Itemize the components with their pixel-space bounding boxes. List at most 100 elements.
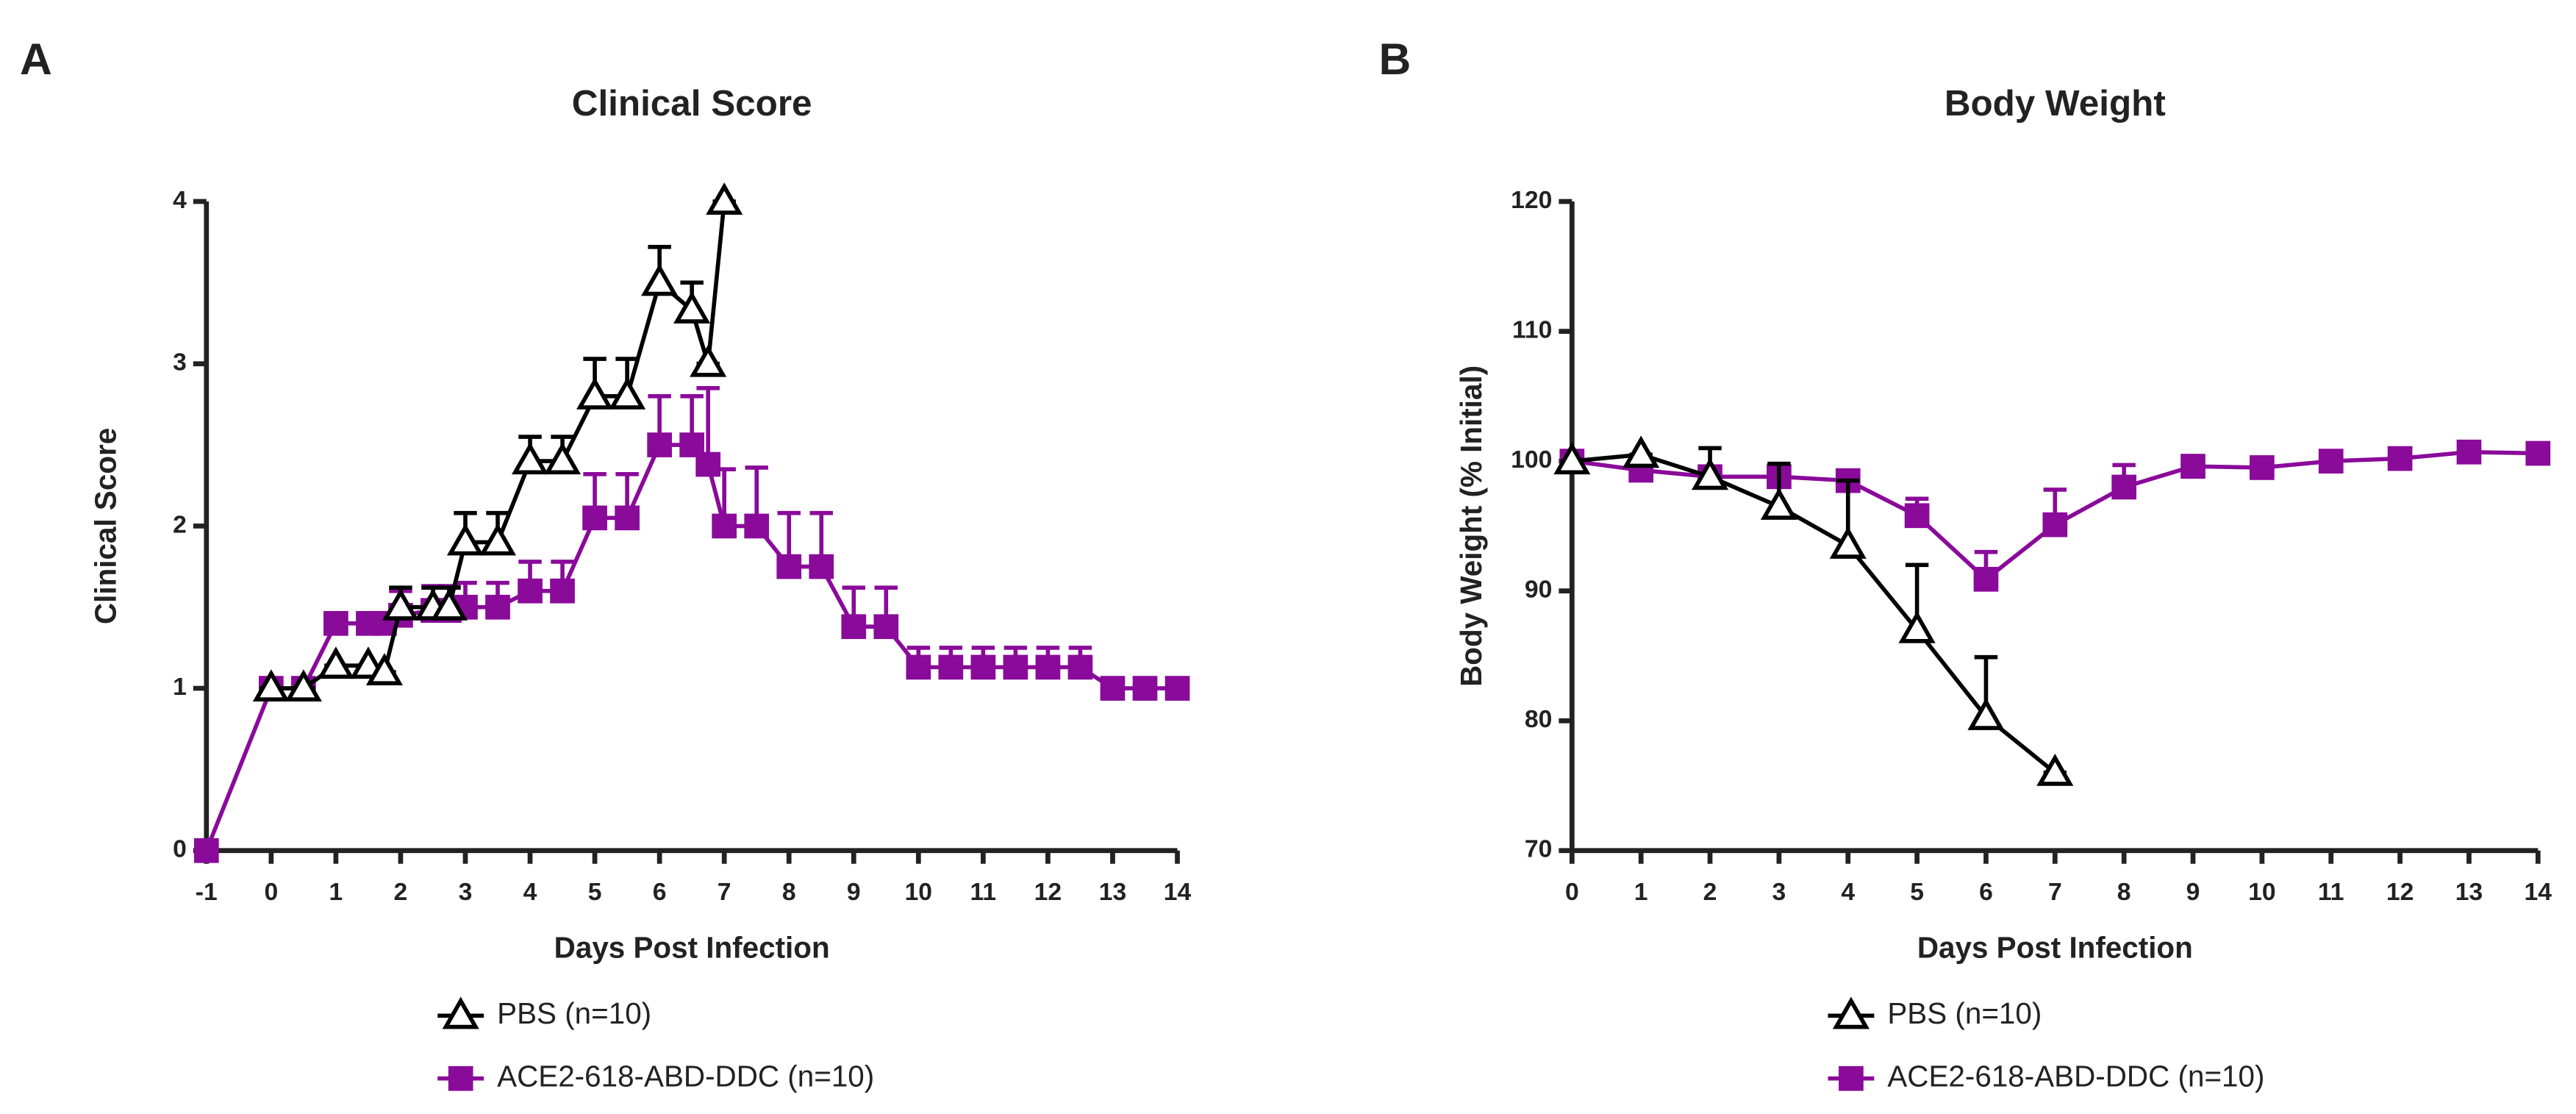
legend-marker: [1839, 1065, 1864, 1091]
marker: [193, 838, 219, 863]
x-tick-label: 4: [1841, 879, 1855, 906]
marker: [873, 614, 899, 640]
marker: [776, 554, 802, 579]
legend-marker: [448, 1065, 473, 1091]
y-tick-label: 1: [173, 674, 187, 701]
marker: [511, 442, 549, 475]
marker: [1035, 654, 1061, 680]
x-tick-label: 0: [264, 879, 278, 906]
legend-marker: [1832, 996, 1870, 1029]
marker: [252, 669, 290, 702]
marker: [712, 513, 737, 539]
series: [1553, 435, 2074, 786]
x-tick-label: 14: [2525, 879, 2552, 906]
marker: [1904, 503, 1930, 529]
marker: [744, 513, 770, 539]
marker: [544, 442, 582, 475]
legend-label: PBS (n=10): [1887, 996, 2042, 1030]
marker: [2387, 446, 2413, 471]
x-tick-label: 10: [2248, 879, 2275, 906]
y-tick-label: 80: [1525, 706, 1552, 733]
y-tick-label: 70: [1525, 836, 1552, 863]
x-tick-label: 14: [1164, 879, 1192, 906]
x-tick-label: 8: [782, 879, 796, 906]
x-tick-label: 10: [905, 879, 932, 906]
marker: [970, 654, 996, 680]
x-tick-label: 5: [588, 879, 602, 906]
marker: [382, 588, 419, 621]
series: [193, 385, 1190, 863]
marker: [841, 614, 867, 640]
x-tick-label: 4: [523, 879, 537, 906]
y-tick-label: 120: [1511, 187, 1552, 214]
x-tick-label: 6: [1979, 879, 1993, 906]
marker: [1067, 654, 1093, 680]
x-tick-label: 1: [329, 879, 343, 906]
marker: [938, 654, 964, 680]
x-tick-label: 8: [2117, 879, 2131, 906]
x-axis-title: Days Post Infection: [554, 931, 830, 965]
x-tick-label: 13: [2455, 879, 2483, 906]
marker: [1164, 676, 1190, 701]
x-tick-label: -1: [196, 879, 218, 906]
y-tick-label: 2: [173, 511, 187, 538]
marker: [673, 291, 711, 324]
y-tick-label: 110: [1512, 316, 1552, 343]
series-line: [204, 443, 1178, 851]
marker: [485, 594, 510, 620]
marker: [518, 578, 543, 604]
marker: [430, 588, 468, 621]
marker: [582, 505, 607, 531]
marker: [1898, 610, 1936, 643]
legend-label: ACE2-618-ABD-DDC (n=10): [497, 1059, 874, 1093]
marker: [1100, 676, 1126, 701]
marker: [1760, 488, 1797, 520]
x-tick-label: 0: [1565, 879, 1579, 906]
series: [252, 182, 743, 702]
x-tick-label: 3: [1772, 879, 1786, 906]
x-tick-label: 11: [2318, 879, 2344, 906]
marker: [2525, 440, 2551, 466]
marker: [641, 263, 679, 296]
marker: [1967, 698, 2005, 730]
marker: [2036, 753, 2074, 786]
x-tick-label: 2: [394, 879, 408, 906]
legend-label: ACE2-618-ABD-DDC (n=10): [1887, 1059, 2264, 1093]
x-tick-label: 11: [970, 879, 997, 906]
marker: [647, 432, 672, 457]
marker: [2111, 474, 2137, 500]
x-tick-label: 6: [653, 879, 667, 906]
marker: [285, 669, 322, 702]
marker: [809, 554, 834, 579]
x-tick-label: 5: [1910, 879, 1924, 906]
marker: [1622, 435, 1660, 468]
chart-title: Clinical Score: [572, 83, 812, 124]
y-tick-label: 90: [1525, 576, 1552, 604]
marker: [317, 646, 354, 679]
x-tick-label: 3: [459, 879, 473, 906]
marker: [576, 376, 614, 410]
x-tick-label: 7: [2048, 879, 2062, 906]
panel-label: B: [1379, 34, 1412, 84]
marker: [479, 523, 517, 556]
marker: [609, 376, 646, 410]
marker: [2180, 454, 2205, 479]
marker: [2250, 455, 2275, 480]
marker: [1003, 654, 1028, 680]
x-tick-label: 12: [2386, 879, 2414, 906]
marker: [615, 505, 640, 531]
panel-label: A: [20, 34, 52, 84]
marker: [446, 523, 484, 556]
legend-marker: [442, 996, 479, 1029]
x-tick-label: 9: [847, 879, 861, 906]
marker: [1829, 526, 1867, 559]
marker: [1132, 676, 1158, 701]
y-tick-label: 3: [173, 349, 187, 376]
y-tick-label: 0: [173, 836, 187, 863]
y-tick-label: 4: [173, 187, 187, 214]
x-tick-label: 9: [2186, 879, 2200, 906]
marker: [2456, 439, 2482, 465]
x-tick-label: 7: [718, 879, 731, 906]
marker: [365, 653, 403, 685]
